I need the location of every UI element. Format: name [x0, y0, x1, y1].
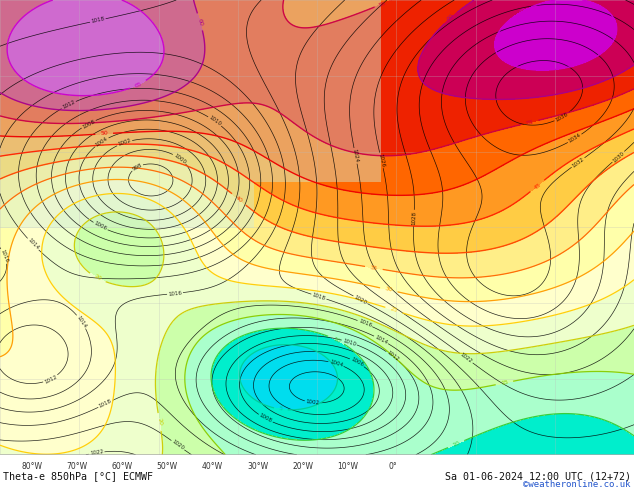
Text: 1020: 1020	[171, 439, 185, 451]
Text: 1034: 1034	[567, 133, 582, 144]
Text: 65: 65	[134, 81, 143, 89]
Text: 25: 25	[389, 307, 398, 314]
Text: 40: 40	[234, 195, 243, 204]
Text: 1010: 1010	[342, 338, 357, 347]
Text: 1018: 1018	[98, 398, 113, 409]
Text: 50°W: 50°W	[157, 463, 178, 471]
Text: 1014: 1014	[75, 315, 87, 329]
Text: 1014: 1014	[27, 238, 40, 251]
Text: 55: 55	[378, 0, 387, 7]
Text: 65: 65	[519, 7, 527, 15]
Text: 60: 60	[197, 18, 204, 26]
Text: 1018: 1018	[311, 292, 327, 301]
Text: 10: 10	[451, 441, 461, 448]
Text: 1018: 1018	[91, 17, 105, 24]
Text: 1008: 1008	[258, 413, 273, 424]
Text: 1006: 1006	[93, 221, 108, 232]
Text: 1004: 1004	[94, 136, 109, 148]
Text: ©weatheronline.co.uk: ©weatheronline.co.uk	[523, 480, 631, 489]
Text: 80°W: 80°W	[21, 463, 42, 471]
Text: 15: 15	[500, 380, 508, 386]
Text: 1014: 1014	[374, 334, 389, 345]
Text: Sa 01-06-2024 12:00 UTC (12+72): Sa 01-06-2024 12:00 UTC (12+72)	[445, 471, 631, 481]
Text: 1026: 1026	[377, 153, 385, 168]
Text: 1010: 1010	[208, 115, 222, 127]
Text: 35: 35	[370, 265, 378, 271]
Text: 10: 10	[332, 336, 341, 344]
Text: 998: 998	[131, 162, 143, 172]
Text: 1012: 1012	[61, 99, 76, 110]
Text: 1008: 1008	[81, 119, 96, 129]
Text: 1020: 1020	[353, 294, 368, 305]
Text: 10°W: 10°W	[337, 463, 358, 471]
Text: 1032: 1032	[571, 156, 585, 169]
Text: 30: 30	[384, 287, 393, 293]
Text: 1006: 1006	[350, 357, 365, 368]
Text: 1030: 1030	[611, 150, 625, 163]
Text: 1022: 1022	[459, 352, 474, 364]
Text: 1000: 1000	[172, 152, 187, 165]
Text: 60°W: 60°W	[112, 463, 133, 471]
Text: 5: 5	[278, 406, 283, 412]
Text: 1016: 1016	[168, 290, 182, 296]
Text: 60: 60	[446, 13, 456, 22]
Text: 1036: 1036	[554, 112, 569, 123]
Text: 1012: 1012	[386, 350, 400, 363]
Text: 1024: 1024	[352, 148, 359, 163]
Text: 20°W: 20°W	[292, 463, 313, 471]
Text: 1002: 1002	[117, 138, 132, 147]
Text: 1016: 1016	[0, 248, 9, 264]
Text: 40°W: 40°W	[202, 463, 223, 471]
Text: 1012: 1012	[43, 374, 58, 385]
Text: 70°W: 70°W	[67, 463, 87, 471]
Text: Theta-e 850hPa [°C] ECMWF: Theta-e 850hPa [°C] ECMWF	[3, 471, 153, 481]
Text: 20: 20	[157, 417, 163, 426]
Text: 50: 50	[100, 131, 108, 137]
Text: 45: 45	[533, 181, 542, 190]
Text: 30°W: 30°W	[247, 463, 268, 471]
Text: 1016: 1016	[358, 318, 372, 328]
Text: 20: 20	[93, 274, 102, 282]
Text: 0°: 0°	[389, 463, 398, 471]
Text: 1022: 1022	[89, 449, 104, 456]
Text: 55: 55	[526, 119, 534, 126]
Text: 1028: 1028	[411, 211, 417, 225]
Text: 1004: 1004	[328, 359, 344, 368]
Text: 1002: 1002	[306, 399, 320, 406]
